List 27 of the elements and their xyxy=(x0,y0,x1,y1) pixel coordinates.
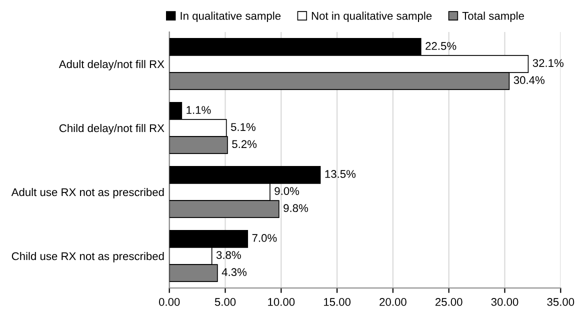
y-tick-label: Child delay/not fill RX xyxy=(59,124,164,134)
x-tick-label: 10.00 xyxy=(268,298,295,306)
x-tick-label: 15.00 xyxy=(324,298,351,306)
x-tick-label: 0.00 xyxy=(158,298,180,306)
data-label: 22.5% xyxy=(426,42,456,50)
data-label: 4.3% xyxy=(222,268,247,276)
x-tick-label: 30.00 xyxy=(491,298,518,306)
x-tick-label: 25.00 xyxy=(436,298,462,306)
data-label: 5.2% xyxy=(232,140,257,148)
data-label: 5.1% xyxy=(230,123,256,131)
legend-label: Total sample xyxy=(462,12,524,22)
data-label: 9.8% xyxy=(284,204,308,212)
data-label: 7.0% xyxy=(252,234,277,242)
data-label: 3.8% xyxy=(216,251,241,259)
data-label: 32.1% xyxy=(532,59,564,67)
legend-label: Not in qualitative sample xyxy=(312,12,432,22)
y-tick-label: Adult delay/not fill RX xyxy=(58,60,164,70)
data-label: 13.5% xyxy=(325,170,356,178)
data-label: 1.1% xyxy=(186,106,211,114)
x-tick-label: 35.00 xyxy=(547,298,574,306)
legend-label: In qualitative sample xyxy=(180,12,281,22)
data-label: 9.0% xyxy=(274,187,300,195)
y-tick-label: Child use RX not as prescribed xyxy=(12,252,164,262)
y-tick-label: Adult use RX not as prescribed xyxy=(11,188,164,198)
x-tick-label: 20.00 xyxy=(380,298,406,306)
data-label: 30.4% xyxy=(514,76,544,84)
x-tick-label: 5.00 xyxy=(214,298,236,306)
